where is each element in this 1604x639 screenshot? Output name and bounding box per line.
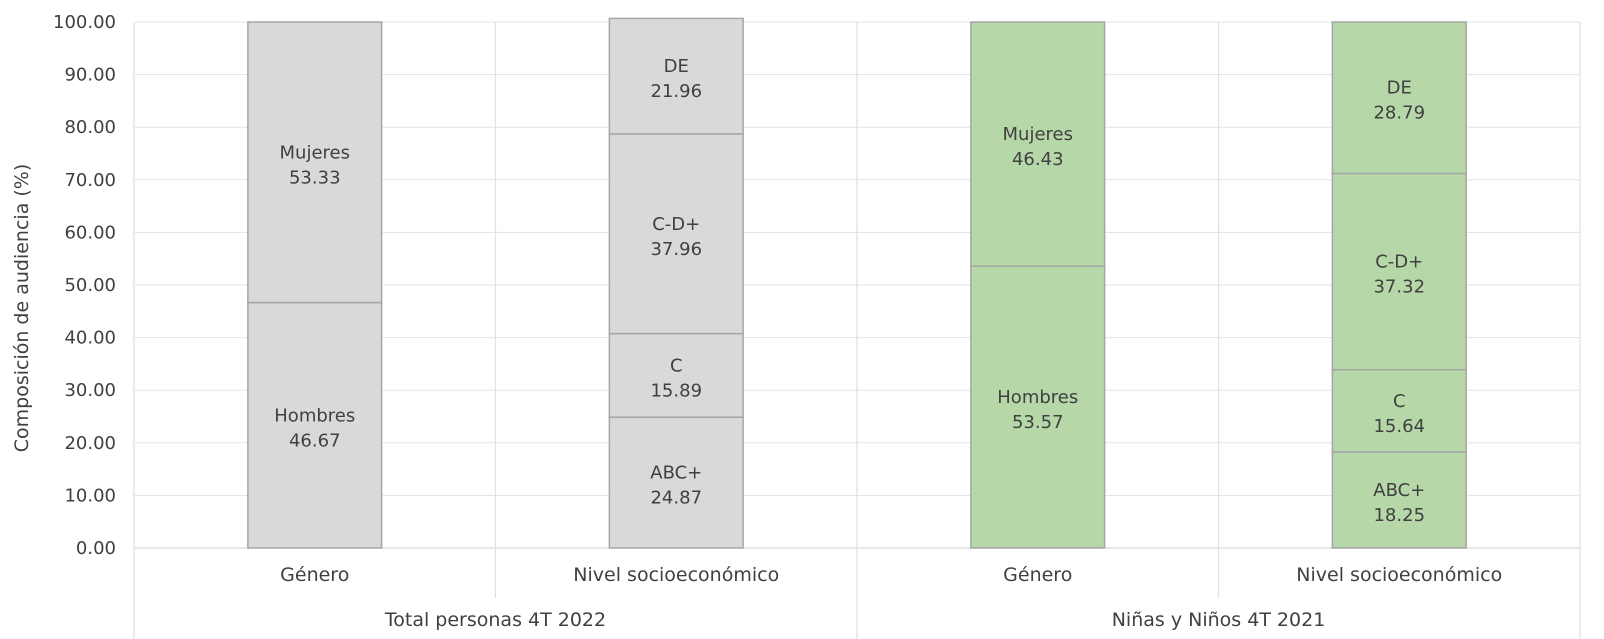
bar-segment bbox=[970, 21, 1106, 267]
segment-label: Hombres bbox=[997, 387, 1078, 408]
bar-segment bbox=[247, 21, 383, 304]
bar-segment bbox=[1331, 368, 1467, 453]
category-label: Género bbox=[280, 564, 349, 586]
segment-value: 21.96 bbox=[650, 81, 702, 102]
segment-label: C-D+ bbox=[1375, 252, 1423, 273]
bar-segment bbox=[970, 265, 1106, 549]
group-label: Total personas 4T 2022 bbox=[384, 609, 606, 631]
segment-value: 15.89 bbox=[650, 380, 702, 401]
bar-segment bbox=[608, 17, 744, 135]
segment-value: 24.87 bbox=[650, 488, 702, 509]
segment-value: 46.67 bbox=[289, 430, 341, 451]
y-tick-label: 30.00 bbox=[64, 380, 116, 401]
bar-segment bbox=[1331, 172, 1467, 371]
segment-label: Mujeres bbox=[1003, 124, 1073, 145]
bar-segment bbox=[1331, 21, 1467, 175]
x-axis: Género Nivel socioeconómico Género Nivel so… bbox=[280, 564, 1502, 631]
bar-segment bbox=[608, 416, 744, 549]
y-tick-label: 100.00 bbox=[53, 12, 116, 33]
group-label: Niñas y Niños 4T 2021 bbox=[1112, 609, 1326, 631]
segment-label: Mujeres bbox=[280, 142, 350, 163]
segment-value: 53.33 bbox=[289, 167, 341, 188]
segment-label: C-D+ bbox=[652, 214, 700, 235]
segment-label: DE bbox=[1387, 78, 1412, 99]
segment-label: C bbox=[670, 355, 683, 376]
category-label: Nivel socioeconómico bbox=[1296, 564, 1502, 586]
bar-segment bbox=[1331, 451, 1467, 549]
y-tick-label: 0.00 bbox=[76, 538, 116, 559]
segment-label: ABC+ bbox=[650, 463, 702, 484]
y-tick-label: 50.00 bbox=[64, 275, 116, 296]
segment-label: DE bbox=[664, 56, 689, 77]
y-tick-label: 60.00 bbox=[64, 222, 116, 243]
segment-value: 53.57 bbox=[1012, 412, 1064, 433]
y-tick-label: 10.00 bbox=[64, 485, 116, 506]
y-tick-label: 90.00 bbox=[64, 65, 116, 86]
segment-value: 15.64 bbox=[1373, 416, 1425, 437]
bar-segment bbox=[608, 332, 744, 418]
segment-value: 28.79 bbox=[1373, 103, 1425, 124]
segment-value: 37.96 bbox=[650, 239, 702, 260]
segment-label: Hombres bbox=[274, 405, 355, 426]
segment-label: ABC+ bbox=[1373, 480, 1425, 501]
segment-value: 46.43 bbox=[1012, 149, 1064, 170]
bar-segment bbox=[247, 301, 383, 549]
y-tick-label: 20.00 bbox=[64, 433, 116, 454]
y-tick-label: 40.00 bbox=[64, 328, 116, 349]
segment-value: 37.32 bbox=[1373, 277, 1425, 298]
category-label: Nivel socioeconómico bbox=[573, 564, 779, 586]
y-axis-title: Composición de audiencia (%) bbox=[11, 164, 33, 453]
y-tick-label: 80.00 bbox=[64, 117, 116, 138]
segment-label: C bbox=[1393, 391, 1406, 412]
category-label: Género bbox=[1003, 564, 1072, 586]
y-tick-label: 70.00 bbox=[64, 170, 116, 191]
segment-value: 18.25 bbox=[1373, 505, 1425, 526]
y-axis: 0.00 10.00 20.00 30.00 40.00 50.00 60.00 70.00 8… bbox=[53, 12, 116, 559]
bars: Hombres 46.67 Mujeres 53.33 ABC+ 24.87 C 15.89 C… bbox=[247, 17, 1467, 549]
